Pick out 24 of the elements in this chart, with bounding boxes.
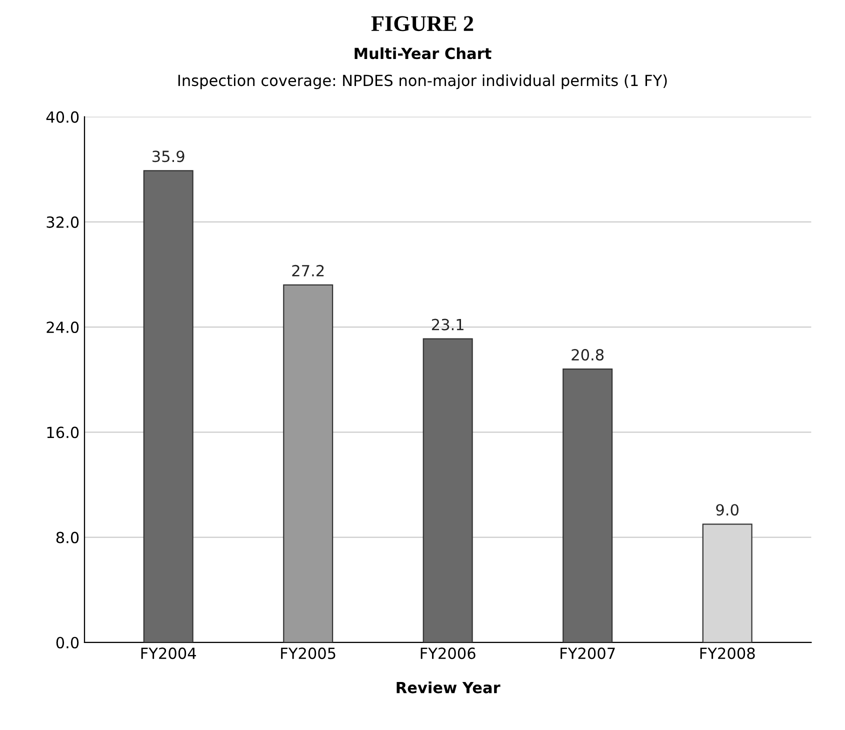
data-label: 9.0 [716,504,738,516]
y-tick-label: 16.0 [47,426,79,438]
chart-title: FIGURE 2 [371,16,474,32]
bar [422,338,473,642]
chart-subtitle: Multi-Year Chart [354,47,492,60]
text: Inspection coverage: NPDES non-major individual permits (1 FY) [178,74,667,90]
y-tick-label: 0.0 [56,636,79,648]
y-tick-label: 40.0 [46,111,79,123]
data-label: 27.2 [292,264,324,276]
bar [283,284,334,642]
data-label: 20.8 [572,349,604,361]
bar [562,368,613,642]
data-label: 23.1 [432,318,464,330]
data-label: 35.9 [152,150,184,162]
bar [143,170,194,642]
y-tick-label: 32.0 [46,216,79,228]
y-tick-label: 8.0 [56,532,79,544]
y-tick-label: 24.0 [46,322,79,334]
x-tick-label: FY2004 [141,648,196,660]
x-tick-label: FY2007 [560,648,615,660]
x-tick-label: FY2008 [700,648,755,660]
x-tick-label: FY2006 [420,648,476,660]
x-tick-label: FY2005 [281,648,336,660]
x-axis-title: Review Year [396,681,500,694]
